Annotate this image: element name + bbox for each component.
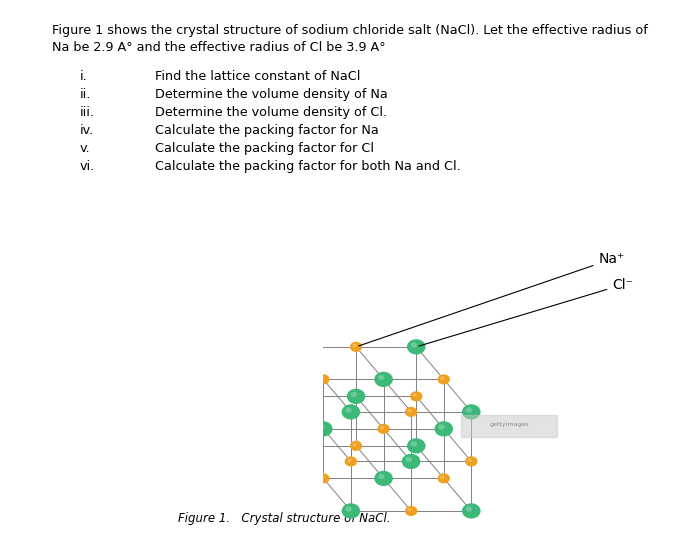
Circle shape: [286, 438, 305, 454]
Circle shape: [380, 426, 384, 429]
Text: i.: i.: [80, 70, 88, 83]
Circle shape: [435, 421, 453, 436]
Circle shape: [286, 339, 305, 355]
Bar: [461, 415, 557, 437]
Circle shape: [377, 424, 389, 434]
Text: ii.: ii.: [80, 88, 92, 101]
Text: Calculate the packing factor for Cl: Calculate the packing factor for Cl: [155, 142, 374, 155]
Circle shape: [407, 508, 411, 511]
Circle shape: [350, 441, 362, 451]
Circle shape: [292, 393, 297, 397]
Circle shape: [465, 456, 477, 467]
Text: iv.: iv.: [80, 124, 94, 137]
Circle shape: [374, 372, 393, 387]
Circle shape: [317, 374, 330, 385]
Circle shape: [466, 506, 472, 512]
Circle shape: [411, 342, 417, 348]
Text: gettyimages: gettyimages: [489, 422, 529, 427]
Circle shape: [352, 443, 356, 447]
Text: Na⁺: Na⁺: [358, 252, 625, 346]
Circle shape: [402, 454, 420, 469]
Circle shape: [405, 506, 417, 516]
Circle shape: [318, 424, 324, 430]
Circle shape: [438, 424, 444, 430]
Circle shape: [438, 374, 450, 385]
Circle shape: [374, 471, 393, 486]
Circle shape: [290, 391, 302, 401]
Text: Calculate the packing factor for Na: Calculate the packing factor for Na: [155, 124, 379, 137]
Circle shape: [352, 344, 356, 348]
Circle shape: [468, 459, 472, 462]
Circle shape: [314, 421, 332, 436]
Circle shape: [345, 506, 352, 512]
Circle shape: [411, 441, 417, 447]
Circle shape: [320, 475, 324, 479]
Circle shape: [407, 409, 411, 412]
Circle shape: [350, 392, 357, 397]
Circle shape: [345, 407, 352, 413]
Circle shape: [407, 339, 425, 355]
Circle shape: [378, 474, 385, 479]
Text: Cl⁻: Cl⁻: [419, 277, 634, 346]
Text: Find the lattice constant of NaCl: Find the lattice constant of NaCl: [155, 70, 361, 83]
Circle shape: [345, 456, 357, 467]
Circle shape: [341, 404, 361, 419]
Circle shape: [405, 407, 417, 417]
Text: iii.: iii.: [80, 106, 95, 119]
Circle shape: [440, 475, 444, 479]
Text: Figure 1 shows the crystal structure of sodium chloride salt (NaCl). Let the eff: Figure 1 shows the crystal structure of …: [52, 24, 647, 37]
Circle shape: [347, 389, 365, 404]
Circle shape: [440, 376, 444, 380]
Text: vi.: vi.: [80, 160, 95, 173]
Text: Determine the volume density of Cl.: Determine the volume density of Cl.: [155, 106, 387, 119]
Circle shape: [350, 342, 362, 352]
Circle shape: [347, 459, 352, 462]
Circle shape: [462, 404, 480, 419]
Text: Na be 2.9 A° and the effective radius of Cl be 3.9 A°: Na be 2.9 A° and the effective radius of…: [52, 41, 386, 54]
Circle shape: [462, 503, 480, 518]
Circle shape: [341, 503, 361, 518]
Text: Figure 1.   Crystal structure of NaCl.: Figure 1. Crystal structure of NaCl.: [178, 512, 391, 525]
Text: Determine the volume density of Na: Determine the volume density of Na: [155, 88, 388, 101]
Circle shape: [438, 473, 450, 484]
Circle shape: [405, 457, 412, 462]
Circle shape: [407, 438, 425, 454]
Circle shape: [410, 391, 422, 401]
Text: Calculate the packing factor for both Na and Cl.: Calculate the packing factor for both Na…: [155, 160, 461, 173]
Circle shape: [290, 441, 297, 447]
Text: v.: v.: [80, 142, 91, 155]
Circle shape: [320, 376, 324, 380]
Circle shape: [317, 473, 330, 484]
Circle shape: [378, 375, 385, 380]
Circle shape: [413, 393, 417, 397]
Circle shape: [466, 407, 472, 413]
Circle shape: [290, 342, 297, 348]
